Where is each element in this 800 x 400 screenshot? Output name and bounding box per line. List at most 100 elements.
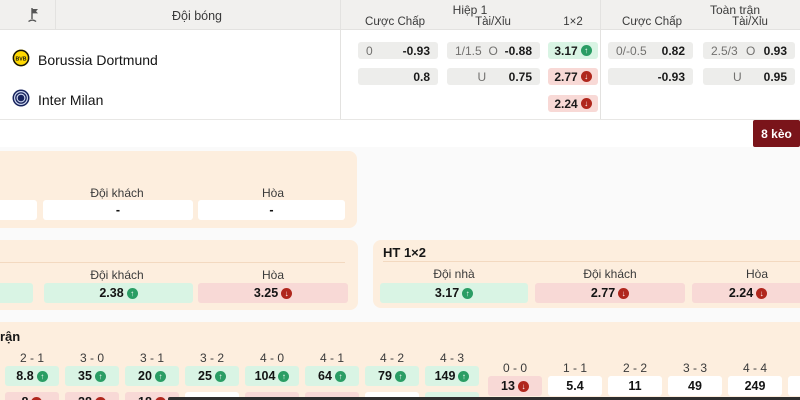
odds-price: -0.93 xyxy=(402,43,430,58)
trend-up-icon: ↑ xyxy=(94,370,106,382)
odds-value: 3.25 xyxy=(253,286,279,300)
draw-odds-cell[interactable]: 2.24 ↓ xyxy=(692,283,800,303)
odds-price: 3.17 xyxy=(554,43,578,58)
over-label: O xyxy=(746,43,756,58)
odds-value: 149 xyxy=(434,369,456,383)
odds-value: 8.8 xyxy=(16,369,34,383)
over-label: O xyxy=(488,43,498,58)
ft-under-odds[interactable]: U 0.95 xyxy=(703,68,795,85)
draw-odds-cell[interactable]: 5.4 xyxy=(548,376,602,396)
team-row-home: BVB Borussia Dortmund xyxy=(12,49,158,72)
h1-1x2-draw-odds[interactable]: 2.24 ↓ xyxy=(548,95,598,112)
score-odds-cell[interactable]: 79 ↑ xyxy=(365,366,419,386)
draw-odds-cell[interactable]: 49 xyxy=(668,376,722,396)
draw-odds-cell[interactable]: 3.25 ↓ xyxy=(198,283,348,303)
odds-value: 249 xyxy=(744,379,766,393)
draw-column-header: Hòa xyxy=(261,268,285,282)
trend-down-icon: ↓ xyxy=(281,287,293,299)
draw-column-header: Hòa xyxy=(261,186,285,200)
h1-handicap-home-odds[interactable]: 0 -0.93 xyxy=(358,42,438,59)
h1-over-odds[interactable]: 1/1.5 O -0.88 xyxy=(447,42,540,59)
first-half-group-header: Hiệp 1 xyxy=(452,3,488,17)
ft-handicap-away-odds[interactable]: -0.93 xyxy=(608,68,693,85)
odds-price: 0.93 xyxy=(763,43,787,58)
trend-down-icon: ↓ xyxy=(618,287,630,299)
odds-value: 5.4 xyxy=(566,379,584,393)
draw-odds-cell-cut[interactable] xyxy=(788,376,800,396)
score-odds-cell[interactable]: 18↓ xyxy=(125,392,179,400)
score-odds-cell[interactable]: 104 ↑ xyxy=(245,366,299,386)
trend-down-icon: ↓ xyxy=(517,380,529,392)
dortmund-logo-icon: BVB xyxy=(12,49,30,72)
handicap-line: 0 xyxy=(366,43,373,58)
under-label: U xyxy=(477,69,487,84)
score-odds-cell[interactable]: 20 ↑ xyxy=(125,366,179,386)
trend-up-icon: ↑ xyxy=(154,370,166,382)
odds-value: - xyxy=(115,203,121,217)
h1-handicap-away-odds[interactable]: 0.8 xyxy=(358,68,438,85)
draw-odds-cell[interactable]: 13 ↓ xyxy=(488,376,542,396)
odds-value: 18 xyxy=(138,395,152,400)
score-header: 0 - 0 xyxy=(502,361,528,375)
ft-handicap-home-odds[interactable]: 0/-0.5 0.82 xyxy=(608,42,693,59)
market-card-moneyline: Đội khách Hòa - - xyxy=(0,151,357,228)
odds-price: -0.93 xyxy=(657,69,685,84)
team-row-away: Inter Milan xyxy=(12,89,103,109)
score-header: 3 - 1 xyxy=(139,351,165,365)
odds-value: 8 xyxy=(22,395,29,400)
corner-flag-icon xyxy=(27,7,42,28)
score-header: 2 - 2 xyxy=(622,361,648,375)
trend-down-icon: ↓ xyxy=(154,396,166,400)
score-odds-cell[interactable]: 8.8 ↑ xyxy=(5,366,59,386)
trend-up-icon: ↑ xyxy=(278,370,290,382)
odds-value: 49 xyxy=(688,379,702,393)
score-odds-cell[interactable]: 149 ↑ xyxy=(425,366,479,386)
under-label: U xyxy=(732,69,742,84)
odds-value: 28 xyxy=(78,395,92,400)
odds-price: 0.82 xyxy=(661,43,685,58)
odds-value: 2.24 xyxy=(728,286,754,300)
draw-odds-cell[interactable]: 11 xyxy=(608,376,662,396)
divider xyxy=(600,0,601,119)
divider xyxy=(55,0,56,30)
home-odds-cell[interactable]: 3.17 ↑ xyxy=(380,283,528,303)
trend-up-icon: ↑ xyxy=(334,370,346,382)
score-odds-cell[interactable]: 64 ↑ xyxy=(305,366,359,386)
draw-odds-cell[interactable]: 249 xyxy=(728,376,782,396)
divider xyxy=(340,0,341,119)
h1-handicap-header: Cược Chấp xyxy=(365,16,425,28)
total-line: 1/1.5 xyxy=(455,43,482,58)
away-odds-cell[interactable]: 2.38 ↑ xyxy=(44,283,193,303)
h1-over-under-header: Tài/Xỉu xyxy=(475,16,511,28)
horizontal-scrollbar[interactable] xyxy=(168,397,800,400)
score-odds-cell[interactable]: 25 ↑ xyxy=(185,366,239,386)
ft-over-odds[interactable]: 2.5/3 O 0.93 xyxy=(703,42,795,59)
away-odds-cell[interactable]: 2.77 ↓ xyxy=(535,283,685,303)
trend-up-icon: ↑ xyxy=(462,287,474,299)
odds-value: 35 xyxy=(78,369,92,383)
full-match-group-header: Toàn trận xyxy=(709,3,761,17)
h1-1x2-home-odds[interactable]: 3.17 ↑ xyxy=(548,42,598,59)
home-column-header: Đội nhà xyxy=(433,267,475,281)
odds-cell-cut[interactable] xyxy=(0,200,37,220)
away-odds-cell[interactable]: - xyxy=(43,200,193,220)
odds-price: 2.24 xyxy=(554,96,578,111)
svg-text:BVB: BVB xyxy=(16,56,27,62)
trend-down-icon: ↓ xyxy=(580,71,592,82)
draw-odds-cell[interactable]: - xyxy=(198,200,345,220)
odds-table-header: Đội bóng Hiệp 1 Toàn trận Cược Chấp Tài/… xyxy=(0,0,800,30)
trend-up-icon: ↑ xyxy=(36,370,48,382)
odds-value: 13 xyxy=(501,379,515,393)
score-odds-cell[interactable]: 8↓ xyxy=(5,392,59,400)
score-header: 4 - 1 xyxy=(319,351,345,365)
odds-value: 79 xyxy=(378,369,392,383)
score-odds-cell[interactable]: 28↓ xyxy=(65,392,119,400)
odds-cell-cut[interactable] xyxy=(0,283,33,303)
more-odds-button[interactable]: 8 kèo xyxy=(753,120,800,147)
away-column-header: Đội khách xyxy=(583,267,637,281)
trend-down-icon: ↓ xyxy=(94,396,106,400)
h1-under-odds[interactable]: U 0.75 xyxy=(447,68,540,85)
score-odds-cell[interactable]: 35 ↑ xyxy=(65,366,119,386)
trend-up-icon: ↑ xyxy=(458,370,470,382)
h1-1x2-away-odds[interactable]: 2.77 ↓ xyxy=(548,68,598,85)
